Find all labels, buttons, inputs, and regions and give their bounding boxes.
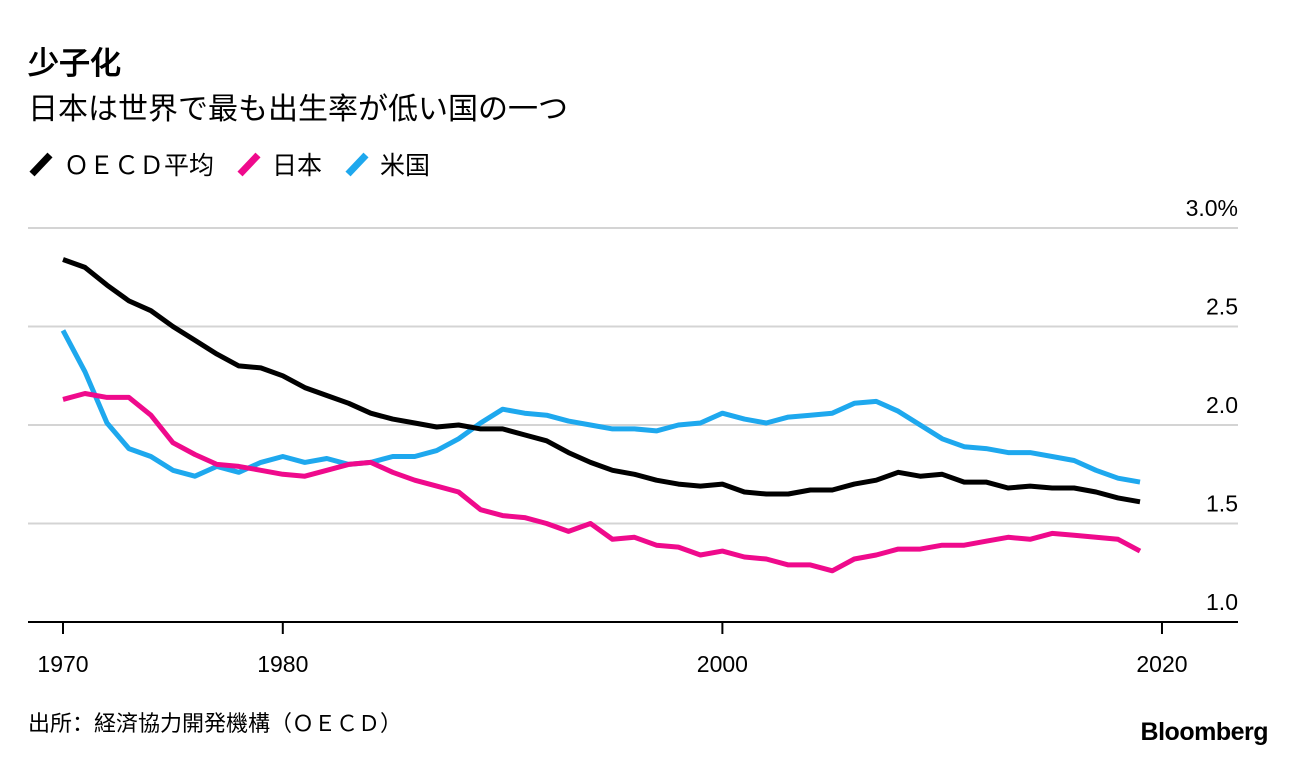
y-tick-label-2: 2.0 <box>1206 392 1238 418</box>
legend-swatch-japan <box>237 152 261 177</box>
legend-swatch-oecd <box>29 152 53 177</box>
series-line-2 <box>60 329 1141 485</box>
source-note: 出所：経済協力開発機構（ＯＥＣＤ） <box>28 712 403 737</box>
x-tick-label-2: 2000 <box>697 651 748 677</box>
legend-swatch-line-usa <box>345 152 369 177</box>
legend-swatch-line-oecd <box>29 152 53 177</box>
gridlines <box>28 227 1238 525</box>
y-tick-label-1: 1.5 <box>1206 491 1238 517</box>
legend-label-oecd: ＯＥＣＤ平均 <box>64 151 215 180</box>
series-line-0 <box>62 257 1141 505</box>
series-line-1 <box>62 391 1142 574</box>
y-tick-label-3: 2.5 <box>1206 294 1238 320</box>
bloomberg-logo: Bloomberg <box>1140 718 1269 746</box>
y-tick-label-0: 1.0 <box>1206 589 1238 615</box>
legend-item-oecd: ＯＥＣＤ平均 <box>28 146 214 182</box>
legend-label-usa: 米国 <box>380 151 431 180</box>
y-tick-label-4: 3.0% <box>1186 195 1238 221</box>
legend-swatch-usa <box>345 152 369 177</box>
series-lines <box>60 257 1142 574</box>
legend: ＯＥＣＤ平均 日本 米国 <box>28 146 452 182</box>
x-tick-label-1: 1980 <box>257 651 308 677</box>
chart-title: 少子化 <box>28 46 121 82</box>
legend-label-japan: 日本 <box>272 151 323 180</box>
x-tick-label-3: 2020 <box>1136 651 1187 677</box>
chart-subtitle: 日本は世界で最も出生率が低い国の一つ <box>28 92 568 127</box>
y-axis-ticks: 1.0 1.5 2.0 2.5 3.0% <box>1186 195 1238 615</box>
legend-item-japan: 日本 <box>236 146 322 182</box>
legend-item-usa: 米国 <box>344 146 430 182</box>
x-tick-label-0: 1970 <box>37 651 88 677</box>
x-axis: 1970 1980 2000 2020 <box>28 621 1238 677</box>
legend-swatch-line-japan <box>237 152 261 177</box>
